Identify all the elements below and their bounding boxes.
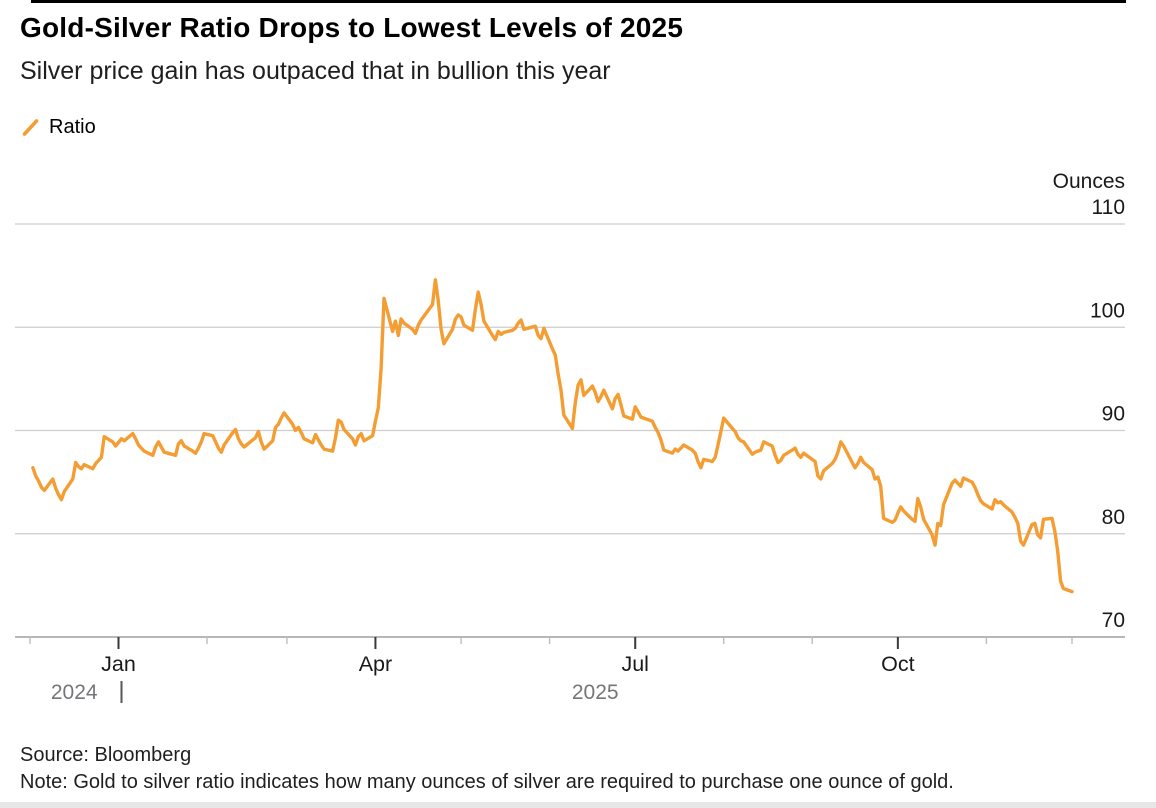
chart-subtitle: Silver price gain has outpaced that in b…: [20, 57, 611, 85]
chart-title: Gold-Silver Ratio Drops to Lowest Levels…: [20, 12, 684, 43]
year-label: 2025: [572, 681, 619, 704]
month-label: Apr: [359, 652, 392, 676]
x-axis: [29, 637, 1073, 649]
legend: Ratio: [21, 116, 96, 139]
year-label: 2024: [51, 681, 98, 704]
chart-footer: Source: Bloomberg Note: Gold to silver r…: [20, 742, 1140, 796]
y-tick-label: 70: [1102, 609, 1125, 632]
legend-slash-icon: [22, 119, 39, 136]
y-tick-label: 100: [1090, 299, 1125, 322]
note-line: Note: Gold to silver ratio indicates how…: [20, 771, 954, 793]
y-tick-label: 90: [1102, 403, 1125, 426]
y-axis-labels: 110 100 90 80 70: [1090, 196, 1125, 632]
ratio-line: [31, 278, 1074, 594]
unit-label: Ounces: [1053, 170, 1125, 193]
top-rule: [31, 0, 1126, 3]
bottom-edge-shadow: [0, 802, 1156, 808]
y-tick-label: 80: [1102, 506, 1125, 529]
month-label: Oct: [881, 652, 914, 676]
month-label: Jan: [101, 652, 136, 676]
year-labels: 2024 2025: [51, 681, 619, 704]
y-tick-label: 110: [1092, 196, 1125, 219]
gridlines: [15, 223, 1125, 638]
month-labels: Jan Apr Jul Oct: [101, 652, 914, 676]
source-line: Source: Bloomberg: [20, 744, 192, 766]
month-label: Jul: [621, 652, 648, 676]
legend-series-label: Ratio: [49, 116, 96, 138]
